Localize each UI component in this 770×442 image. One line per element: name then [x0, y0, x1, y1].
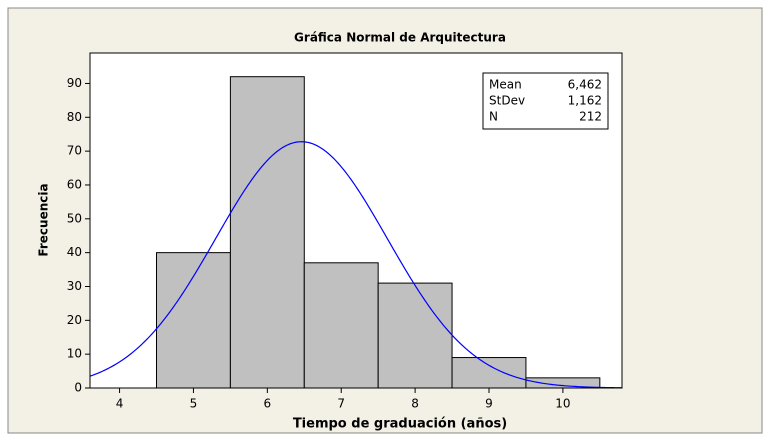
y-tick-label: 50	[67, 211, 82, 225]
chart-title: Gráfica Normal de Arquitectura	[294, 31, 506, 45]
x-tick-label: 10	[555, 397, 570, 411]
x-tick-label: 5	[190, 397, 198, 411]
stats-label: N	[489, 110, 498, 124]
stats-box	[482, 72, 609, 130]
normal-curve	[89, 141, 623, 389]
y-tick-label: 30	[67, 279, 82, 293]
bar	[229, 76, 305, 389]
stats-value: 212	[579, 110, 602, 124]
bar	[451, 357, 527, 389]
x-tick-label: 9	[485, 397, 493, 411]
bar	[377, 282, 453, 389]
x-tick-label: 7	[337, 397, 345, 411]
y-tick-label: 70	[67, 144, 82, 158]
y-tick-label: 20	[67, 313, 82, 327]
y-tick-label: 90	[67, 76, 82, 90]
plot-border	[89, 52, 623, 389]
x-tick-label: 6	[264, 397, 272, 411]
x-tick-label: 8	[411, 397, 419, 411]
stats-label: Mean	[489, 78, 522, 92]
y-tick-label: 60	[67, 177, 82, 191]
x-axis-label: Tiempo de graduación (años)	[293, 417, 507, 432]
y-tick-label: 80	[67, 110, 82, 124]
stats-value: 6,462	[568, 78, 602, 92]
y-tick-label: 40	[67, 245, 82, 259]
y-tick-label: 0	[74, 381, 82, 395]
x-tick-label: 4	[116, 397, 124, 411]
y-tick-label: 10	[67, 347, 82, 361]
bar	[156, 252, 231, 389]
bar	[525, 377, 601, 389]
y-axis-label: Frecuencia	[37, 183, 51, 256]
stats-value: 1,162	[568, 94, 602, 108]
bar	[303, 262, 379, 389]
stats-label: StDev	[489, 94, 525, 108]
